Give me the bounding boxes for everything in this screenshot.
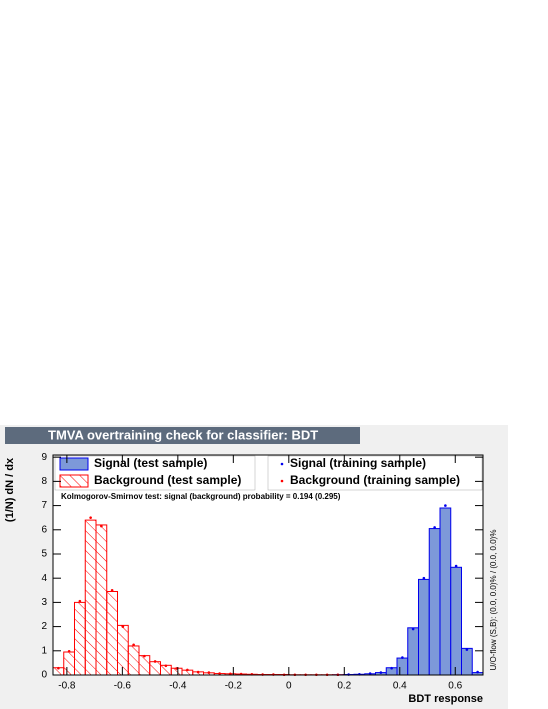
training-point: [390, 666, 393, 670]
y-tick-label: 0: [41, 670, 47, 681]
training-point: [89, 516, 92, 519]
histogram-bar: [418, 578, 430, 676]
x-tick-label: -0.4: [169, 681, 187, 692]
legend: Signal (test sample) Background (test sam…: [54, 455, 483, 491]
legend-swatch: [59, 457, 89, 471]
histogram-bar: [428, 528, 441, 676]
training-point: [422, 576, 426, 580]
y-axis-label: (1/N) dN / dx: [4, 457, 16, 522]
histogram-bar: [95, 524, 108, 676]
x-tick-label: 0.2: [337, 681, 351, 692]
x-tick-label: -0.8: [58, 681, 76, 692]
histogram-bar: [63, 651, 75, 676]
histogram-bar: [407, 627, 419, 676]
training-point: [368, 672, 372, 675]
training-point: [465, 648, 469, 651]
training-point: [229, 672, 232, 676]
histogram-bar: [106, 591, 118, 676]
y-tick-label: 2: [41, 621, 47, 632]
training-point: [186, 668, 189, 672]
training-point: [454, 564, 458, 568]
y-tick-label: 6: [41, 524, 47, 535]
training-point: [411, 627, 415, 631]
histogram-bar: [117, 624, 129, 676]
training-point: [143, 654, 146, 658]
training-point: [218, 672, 221, 675]
training-point: [153, 660, 157, 663]
y-tick-label: 8: [41, 476, 47, 487]
x-tick-label: 0.4: [393, 681, 407, 692]
histogram-bar: [396, 657, 409, 676]
title-bar: [5, 427, 360, 444]
training-point: [67, 649, 71, 653]
plot-frame: [52, 454, 484, 676]
chart-title: TMVA overtraining check for classifier: …: [48, 427, 318, 442]
legend-label: Signal (training sample): [290, 456, 426, 470]
training-point: [433, 526, 436, 529]
histogram-bar: [127, 645, 140, 676]
training-point: [207, 671, 211, 674]
histogram-bar: [439, 507, 452, 676]
y-tick-label: 4: [41, 573, 47, 584]
histogram-bar: [461, 647, 473, 676]
histogram-bar: [84, 519, 97, 676]
training-point: [110, 588, 114, 592]
training-point: [175, 667, 178, 670]
x-tick-label: -0.2: [225, 681, 243, 692]
y-tick-label: 1: [41, 645, 47, 656]
training-point: [57, 666, 60, 670]
training-point: [196, 670, 200, 674]
training-point: [100, 524, 103, 528]
y-tick-label: 3: [41, 597, 47, 608]
legend-label: Background (test sample): [94, 473, 241, 487]
legend-swatch: [59, 474, 89, 488]
overflow-note: U/O-flow (S,B): (0.0, 0.0)% / (0.0, 0.0)…: [489, 530, 498, 671]
histogram-bar: [138, 655, 151, 676]
legend-box: [267, 455, 483, 491]
legend-marker: [280, 479, 284, 483]
y-tick-label: 9: [41, 452, 47, 463]
training-point: [444, 504, 447, 507]
training-point: [132, 643, 135, 647]
y-tick-label: 5: [41, 549, 47, 560]
histogram-bar: [74, 601, 86, 676]
x-axis-label: BDT response: [408, 693, 483, 705]
ks-annotation: Kolmogorov-Smirnov test: signal (backgro…: [61, 492, 341, 501]
training-point: [164, 664, 168, 668]
legend-label: Background (training sample): [290, 473, 460, 487]
histogram-bar: [149, 661, 161, 676]
training-point: [476, 670, 479, 674]
histogram-bar: [450, 566, 462, 676]
training-point: [121, 625, 125, 628]
legend-marker: [280, 462, 284, 466]
legend-label: Signal (test sample): [94, 456, 207, 470]
x-tick-label: -0.6: [114, 681, 132, 692]
training-point: [78, 599, 82, 603]
y-tick-label: 7: [41, 500, 47, 511]
training-point: [401, 656, 404, 659]
x-tick-label: 0: [286, 681, 292, 692]
training-point: [379, 671, 383, 674]
x-tick-label: 0.6: [448, 681, 462, 692]
